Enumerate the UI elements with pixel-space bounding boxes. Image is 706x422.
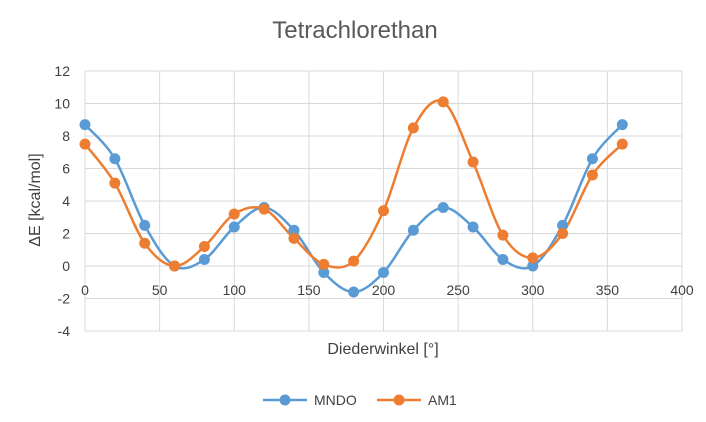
legend-marker-mndo (279, 394, 291, 406)
data-point-am1 (139, 237, 151, 249)
data-point-am1 (169, 260, 181, 272)
data-point-am1 (616, 138, 628, 150)
data-point-mndo (378, 267, 389, 278)
y-axis-title: ΔE [kcal/mol] (27, 153, 44, 246)
data-point-am1 (467, 156, 479, 168)
data-point-am1 (258, 203, 270, 215)
x-tick-label: 150 (297, 282, 321, 298)
data-point-am1 (437, 96, 449, 108)
tick-labels: -4 -2 0 2 4 6 8 10 12 0 50 100 150 200 250 300 350 400 (54, 63, 693, 339)
data-point-am1 (557, 228, 569, 239)
data-point-mndo (467, 221, 479, 233)
data-point-mndo (437, 202, 449, 213)
y-tick-label: 2 (62, 226, 70, 242)
data-point-am1 (198, 241, 210, 252)
y-tick-label: 6 (62, 161, 70, 177)
data-point-am1 (79, 138, 91, 150)
gridlines (84, 70, 683, 332)
y-tick-label: 12 (54, 63, 70, 79)
x-tick-label: 400 (670, 282, 694, 298)
data-point-mndo (228, 221, 240, 233)
data-point-am1 (407, 122, 419, 134)
y-tick-label: 8 (62, 128, 70, 144)
chart-title: Tetrachlorethan (272, 17, 437, 44)
data-point-mndo (318, 267, 330, 278)
x-tick-label: 350 (596, 282, 620, 298)
data-point-mndo (497, 254, 509, 265)
legend: MNDO AM1 (263, 392, 457, 408)
y-tick-label: 4 (62, 193, 70, 209)
data-point-am1 (527, 252, 539, 264)
data-point-am1 (378, 205, 389, 217)
y-tick-label: 0 (62, 258, 70, 274)
data-point-am1 (318, 258, 330, 270)
data-point-am1 (228, 208, 240, 220)
legend-marker-am1 (393, 394, 405, 406)
x-axis-title: Diederwinkel [°] (327, 341, 438, 358)
data-point-mndo (407, 224, 419, 236)
legend-label-mndo: MNDO (314, 392, 357, 408)
data-point-mndo (616, 119, 628, 131)
data-point-mndo (288, 224, 300, 236)
x-tick-label: 100 (223, 282, 247, 298)
y-tick-label: 10 (54, 96, 70, 112)
data-point-mndo (79, 119, 91, 131)
legend-label-am1: AM1 (428, 392, 457, 408)
x-tick-label: 250 (446, 282, 470, 298)
data-point-am1 (586, 169, 598, 181)
data-point-mndo (109, 153, 121, 165)
data-points (79, 96, 628, 298)
data-point-mndo (139, 219, 151, 231)
data-point-am1 (109, 177, 121, 189)
data-point-mndo (586, 153, 598, 165)
x-tick-label: 0 (81, 282, 89, 298)
y-tick-label: -2 (58, 291, 71, 307)
data-point-am1 (348, 255, 360, 267)
y-tick-label: -4 (58, 323, 71, 339)
x-tick-label: 200 (372, 282, 396, 298)
data-point-am1 (497, 229, 509, 241)
series-line-am1 (84, 99, 624, 269)
data-point-mndo (527, 260, 539, 272)
data-point-mndo (557, 219, 569, 231)
data-point-mndo (198, 254, 210, 265)
series-line-mndo (84, 123, 624, 294)
data-point-am1 (288, 232, 300, 244)
x-tick-label: 300 (521, 282, 545, 298)
data-point-mndo (348, 286, 360, 298)
x-tick-label: 50 (152, 282, 168, 298)
